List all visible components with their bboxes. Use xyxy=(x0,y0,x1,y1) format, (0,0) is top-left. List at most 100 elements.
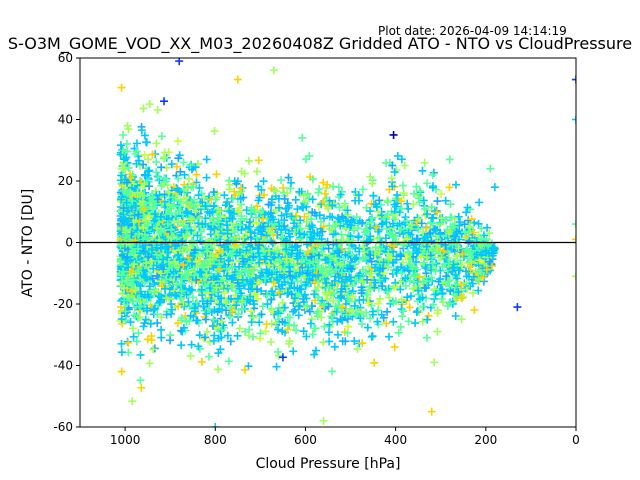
scatter-point xyxy=(186,351,195,360)
scatter-point xyxy=(119,204,128,213)
scatter-point xyxy=(146,211,155,220)
scatter-point xyxy=(488,261,497,270)
scatter-point xyxy=(266,338,275,347)
scatter-point xyxy=(277,280,286,289)
scatter-point xyxy=(137,126,146,135)
scatter-point xyxy=(195,214,204,223)
scatter-point xyxy=(135,294,144,303)
scatter-point xyxy=(308,246,317,255)
scatter-point xyxy=(303,189,312,198)
x-tick-label: 200 xyxy=(474,433,497,447)
scatter-point xyxy=(145,359,154,368)
scatter-point xyxy=(388,182,397,191)
scatter-point xyxy=(464,254,473,263)
scatter-point xyxy=(152,158,161,167)
scatter-point xyxy=(176,167,185,176)
scatter-point xyxy=(244,156,253,165)
scatter-point xyxy=(429,300,438,309)
scatter-point xyxy=(124,263,133,272)
scatter-point xyxy=(456,256,465,265)
scatter-point xyxy=(148,150,157,159)
scatter-point xyxy=(333,330,342,339)
scatter-point xyxy=(372,202,381,211)
scatter-point xyxy=(175,255,184,264)
scatter-point xyxy=(284,201,293,210)
scatter-point xyxy=(265,261,274,270)
scatter-point xyxy=(405,276,414,285)
scatter-point xyxy=(160,190,169,199)
scatter-point xyxy=(347,306,356,315)
y-tick-label: 60 xyxy=(58,51,73,65)
scatter-point xyxy=(411,319,420,328)
scatter-point xyxy=(343,291,352,300)
scatter-point xyxy=(228,194,237,203)
scatter-point xyxy=(144,167,153,176)
scatter-point xyxy=(154,292,163,301)
scatter-point xyxy=(235,204,244,213)
scatter-point xyxy=(430,285,439,294)
scatter-point xyxy=(123,278,132,287)
scatter-point xyxy=(441,196,450,205)
scatter-point xyxy=(183,209,192,218)
scatter-point xyxy=(283,189,292,198)
scatter-point xyxy=(242,246,251,255)
scatter-point xyxy=(129,180,138,189)
scatter-point xyxy=(445,299,454,308)
scatter-point xyxy=(117,315,126,324)
scatter-point xyxy=(152,224,161,233)
scatter-point xyxy=(353,344,362,353)
scatter-point xyxy=(237,167,246,176)
scatter-point xyxy=(379,258,388,267)
scatter-point xyxy=(117,367,126,376)
scatter-point xyxy=(134,230,143,239)
scatter-point xyxy=(177,279,186,288)
scatter-point xyxy=(274,288,283,297)
scatter-point xyxy=(330,276,339,285)
scatter-point xyxy=(181,270,190,279)
scatter-point xyxy=(457,229,466,238)
scatter-point xyxy=(417,219,426,228)
scatter-point xyxy=(384,249,393,258)
scatter-point xyxy=(203,327,212,336)
scatter-point xyxy=(135,312,144,321)
scatter-point xyxy=(424,311,433,320)
scatter-point xyxy=(124,338,133,347)
scatter-point xyxy=(153,195,162,204)
scatter-point xyxy=(177,287,186,296)
scatter-point xyxy=(393,151,402,160)
scatter-point xyxy=(171,290,180,299)
scatter-point xyxy=(183,224,192,233)
scatter-point xyxy=(404,248,413,257)
scatter-point xyxy=(179,261,188,270)
scatter-point xyxy=(299,203,308,212)
scatter-point xyxy=(143,234,152,243)
scatter-point xyxy=(324,302,333,311)
scatter-point xyxy=(386,230,395,239)
scatter-point xyxy=(465,222,474,231)
scatter-point xyxy=(198,297,207,306)
scatter-point xyxy=(149,264,158,273)
scatter-point xyxy=(119,130,128,139)
scatter-point xyxy=(152,168,161,177)
scatter-point xyxy=(139,104,148,113)
scatter-point xyxy=(375,196,384,205)
scatter-point xyxy=(365,282,374,291)
scatter-point xyxy=(307,233,316,242)
scatter-point xyxy=(452,251,461,260)
scatter-point xyxy=(383,287,392,296)
scatter-point xyxy=(233,294,242,303)
scatter-point xyxy=(458,261,467,270)
scatter-point xyxy=(122,230,131,239)
scatter-point xyxy=(197,357,206,366)
scatter-point xyxy=(331,302,340,311)
scatter-point xyxy=(572,220,576,229)
scatter-point xyxy=(427,203,436,212)
scatter-point xyxy=(242,206,251,215)
scatter-point xyxy=(445,155,454,164)
scatter-point xyxy=(129,324,138,333)
scatter-point xyxy=(186,286,195,295)
scatter-point xyxy=(167,160,176,169)
scatter-point xyxy=(209,273,218,282)
scatter-point xyxy=(273,275,282,284)
scatter-point xyxy=(168,193,177,202)
